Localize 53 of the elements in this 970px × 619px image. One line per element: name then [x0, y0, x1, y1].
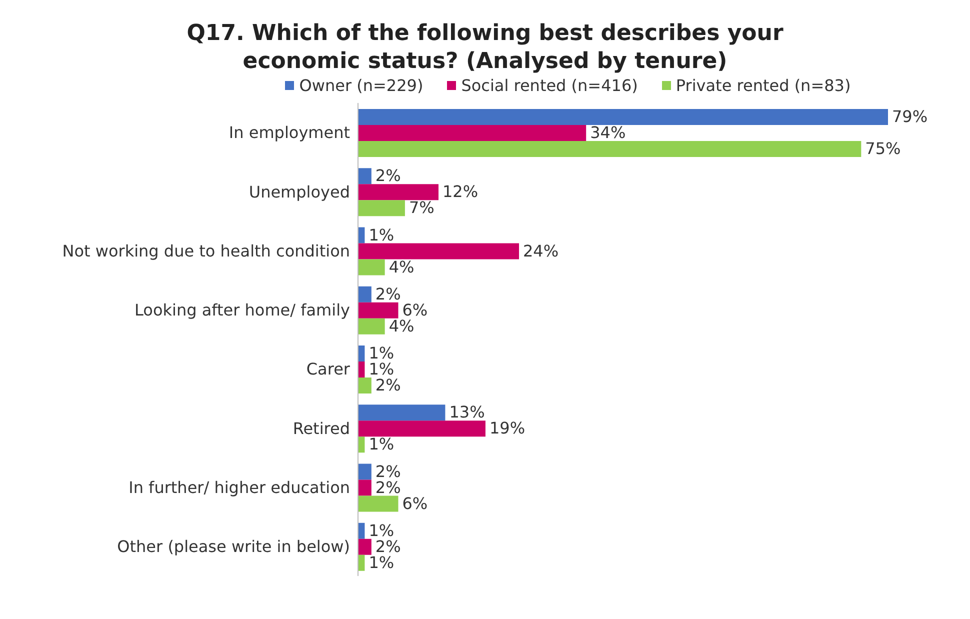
- data-label: 1%: [368, 344, 394, 362]
- bar: [358, 227, 365, 244]
- y-tick-label: Retired: [292, 418, 350, 438]
- y-tick-label: Looking after home/ family: [134, 300, 350, 320]
- data-label: 4%: [388, 257, 414, 276]
- data-label: 2%: [375, 166, 401, 186]
- data-label: 6%: [402, 494, 428, 513]
- bar: [358, 286, 372, 302]
- data-label: 7%: [408, 198, 434, 218]
- bar: [358, 436, 365, 453]
- bar: [358, 184, 439, 200]
- bar: [358, 141, 862, 157]
- y-tick-label: Unemployed: [248, 182, 350, 202]
- y-tick-label: In further/ higher education: [128, 478, 350, 497]
- bar: [358, 404, 446, 421]
- data-label: 79%: [892, 107, 928, 126]
- chart-title: Q17. Which of the following best describes your economic status? (Analysed by tenure): [186, 20, 784, 76]
- bar: [358, 420, 486, 437]
- bar: [358, 259, 385, 276]
- y-tick-label: Other (please write in below): [117, 537, 350, 556]
- data-label: 1%: [368, 434, 394, 454]
- bar: [358, 554, 365, 571]
- legend-label: Social rented (n=416): [460, 76, 638, 95]
- bar: [358, 522, 365, 539]
- bar: [358, 109, 888, 125]
- bar: [358, 496, 398, 512]
- data-label: 24%: [523, 241, 559, 260]
- bar: [358, 480, 372, 496]
- bar: [358, 318, 385, 334]
- data-label: 1%: [368, 225, 394, 244]
- data-label: 1%: [368, 360, 394, 378]
- data-label: 13%: [449, 402, 485, 422]
- bar: [358, 243, 520, 260]
- y-tick-label: In employment: [228, 123, 350, 142]
- data-label: 19%: [489, 418, 526, 438]
- bar: [358, 464, 372, 480]
- legend-label: Private rented (n=83): [674, 76, 851, 95]
- bar: [358, 346, 365, 362]
- bar: [358, 200, 405, 216]
- data-label: 2%: [375, 376, 401, 394]
- bar: [358, 538, 372, 555]
- bar: [358, 302, 398, 318]
- bar: [358, 168, 372, 184]
- bar: [358, 378, 372, 394]
- data-label: 75%: [865, 139, 901, 158]
- data-label: 12%: [442, 182, 478, 202]
- bar: [358, 125, 586, 141]
- data-label: 2%: [375, 284, 401, 304]
- data-label: 34%: [590, 123, 626, 142]
- legend-label: Owner (n=229): [298, 76, 424, 95]
- bar: [358, 362, 365, 378]
- y-tick-label: Not working due to health condition: [62, 241, 350, 260]
- y-tick-label: Carer: [306, 360, 350, 379]
